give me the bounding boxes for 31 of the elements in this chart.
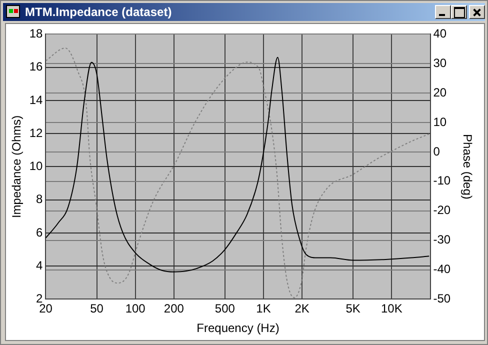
y2-tick-label: 20	[433, 85, 447, 100]
y2-tick-label: -10	[433, 174, 451, 188]
x-tick-label: 20	[39, 302, 53, 316]
x-tick-label: 10K	[380, 302, 402, 316]
chart-title: MTM.Impedance (dataset)	[25, 4, 172, 20]
y-tick-label: 6	[36, 225, 44, 240]
y-axis-title: Impedance (Ohms)	[10, 115, 24, 218]
y2-axis-title: Phase (deg)	[460, 134, 474, 200]
y2-tick-label: 0	[433, 144, 440, 158]
y-tick-label: 16	[29, 60, 44, 74]
y-tick-label: 4	[36, 258, 44, 272]
y-tick-label: 18	[29, 26, 44, 41]
y2-tick-label: 40	[433, 26, 447, 41]
x-axis-title: Frequency (Hz)	[196, 321, 280, 336]
x-tick-label: 100	[125, 302, 146, 316]
y-tick-label: 12	[29, 126, 44, 140]
y2-tick-label: 10	[433, 114, 447, 129]
x-tick-label: 50	[90, 302, 104, 316]
y-tick-label: 14	[29, 92, 44, 107]
y-tick-label: 8	[36, 192, 44, 206]
x-tick-label: 5K	[346, 302, 360, 316]
y2-tick-label: -40	[433, 262, 451, 276]
y2-tick-label: 30	[433, 56, 447, 70]
y-tick-label: 10	[29, 159, 44, 174]
x-tick-label: 500	[214, 302, 236, 316]
x-tick-label: 200	[164, 302, 184, 316]
y2-tick-label: -20	[433, 203, 451, 218]
x-tick-label: 1K	[256, 302, 271, 316]
y2-tick-label: -30	[433, 232, 451, 247]
y2-tick-label: -50	[433, 292, 451, 306]
x-tick-label: 2K	[294, 302, 310, 316]
